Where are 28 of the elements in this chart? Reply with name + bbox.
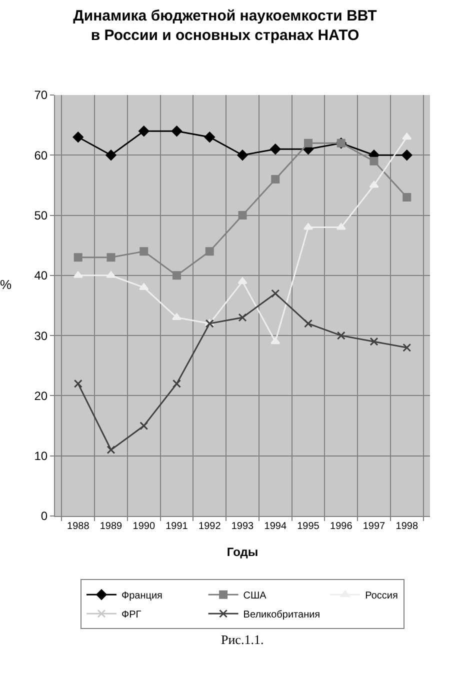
- legend-label: Россия: [365, 590, 398, 602]
- y-axis-title: %: [0, 277, 12, 292]
- x-tick-label: 1990: [132, 521, 156, 532]
- y-tick-label: 20: [34, 388, 48, 403]
- x-tick-label: 1998: [396, 521, 418, 532]
- y-tick-label: 50: [34, 208, 48, 222]
- x-tick-label: 1997: [362, 521, 386, 532]
- text: Рис.1.1.: [221, 632, 264, 647]
- y-tick-label: 70: [34, 88, 48, 102]
- x-tick-label: 1989: [100, 521, 123, 532]
- y-tick-label: 40: [34, 268, 48, 283]
- x-tick-label: 1993: [231, 521, 254, 532]
- x-tick-label: 1996: [330, 521, 353, 532]
- y-tick-label: 60: [34, 148, 48, 162]
- legend-label: США: [243, 590, 267, 602]
- x-tick-label: 1988: [67, 521, 90, 532]
- legend-label: Великобритания: [243, 610, 320, 621]
- x-tick-label: 1991: [166, 521, 188, 532]
- y-tick-label: 10: [34, 449, 48, 464]
- chart-title: Динамика бюджетной наукоемкости ВВТ в России и основных странах НАТО: [73, 8, 377, 44]
- x-tick-label: 1995: [297, 521, 320, 532]
- x-tick-label: 1992: [198, 521, 222, 532]
- legend-label: Франция: [122, 590, 162, 602]
- y-tick-label: 0: [40, 509, 48, 524]
- x-tick-label: 1994: [264, 521, 287, 532]
- x-axis-title: Годы: [226, 544, 258, 559]
- legend-label: ФРГ: [122, 610, 142, 621]
- y-tick-label: 30: [34, 328, 48, 343]
